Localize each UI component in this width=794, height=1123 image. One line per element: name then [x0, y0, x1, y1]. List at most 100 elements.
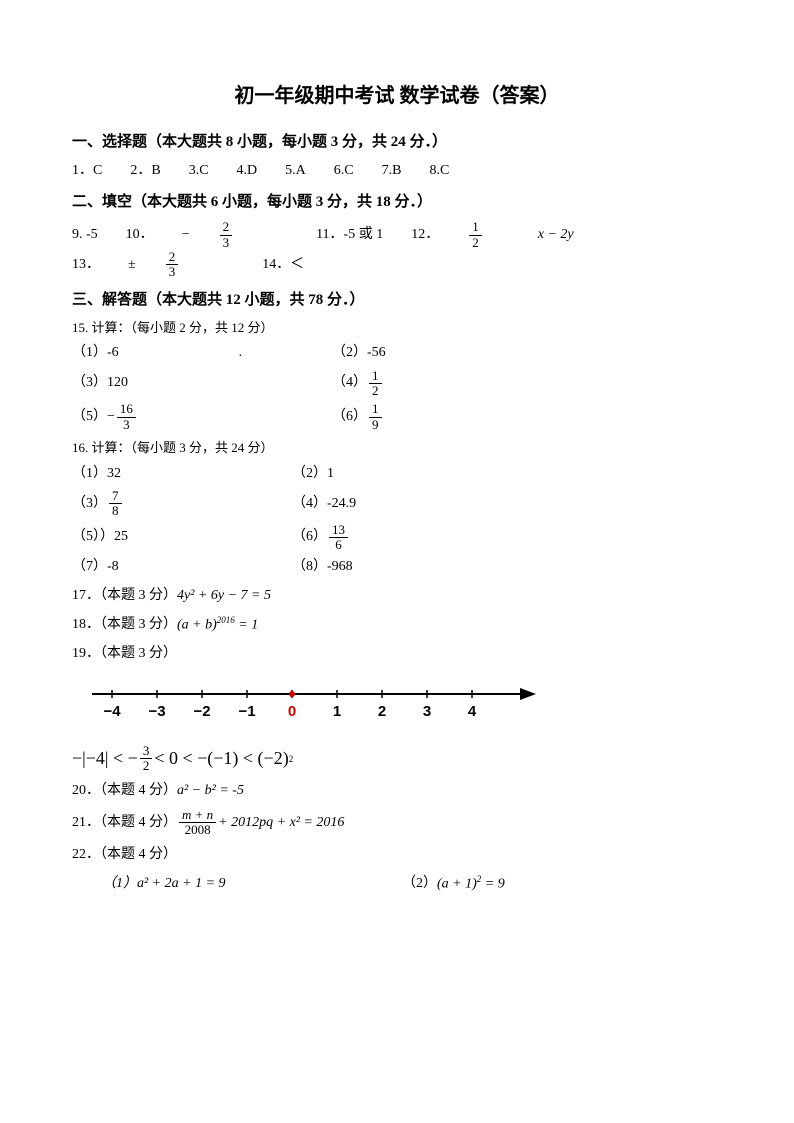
q15-a1: （1）-6 [72, 342, 119, 364]
ans-13-prefix: 13． [72, 254, 100, 276]
q19-chain-l: −|−4| < − [72, 744, 138, 773]
q16-row4: （7）-8 （8）-968 [72, 556, 722, 578]
q21: 21．（本题 4 分） m + n 2008 + 2012pq + x² = 2… [72, 808, 722, 838]
frac-den: 3 [220, 236, 233, 250]
q16-a5: （5））25 [72, 526, 128, 548]
q16-row3: （5））25 （6） 13 6 [72, 523, 722, 553]
frac-num: 1 [469, 220, 482, 235]
q22-a2-prefix: （2） [402, 873, 437, 895]
q19: 19．（本题 3 分） [72, 643, 722, 665]
q20-expr: a² − b² = -5 [177, 780, 244, 802]
svg-text:−1: −1 [238, 703, 255, 720]
q22-a2-tail: = 9 [481, 877, 504, 892]
ans-7: 7.B [382, 160, 402, 182]
frac-den: 6 [332, 538, 345, 552]
ans-14: 14．＜ [262, 254, 304, 276]
q18-tail: = 1 [235, 618, 258, 633]
q16-a4: （4）-24.9 [292, 493, 356, 515]
frac-num: 1 [369, 369, 382, 384]
q19-chain-frac: 3 2 [140, 744, 153, 774]
q22-row: （1）a² + 2a + 1 = 9 （2） (a + 1)2 = 9 [102, 872, 722, 896]
q15-a2: （2）-56 [332, 342, 386, 364]
q15-row3: （5） − 16 3 （6） 1 9 [72, 402, 722, 432]
ans-9: 9. -5 [72, 224, 98, 246]
q17: 17．（本题 3 分） 4y² + 6y − 7 = 5 [72, 585, 722, 607]
q16-a2: （2）1 [292, 463, 334, 485]
q15-a5-sign: − [107, 406, 115, 428]
q22: 22．（本题 4 分） [72, 844, 722, 866]
ans-10-frac: 2 3 [220, 220, 261, 250]
q22-a2: (a + 1)2 = 9 [437, 872, 505, 896]
page-title: 初一年级期中考试 数学试卷（答案） [72, 80, 722, 112]
q21-rest: + 2012pq + x² = 2016 [218, 812, 344, 834]
section2-answers: 9. -5 10． − 2 3 11．-5 或 1 12． 1 2 x − 2y… [72, 220, 722, 279]
q16-row1: （1）32 （2）1 [72, 463, 722, 485]
ans-10: 10． − 2 3 [126, 220, 288, 250]
frac-den: 2 [140, 759, 153, 773]
ans-1: 1．C [72, 160, 102, 182]
ans-3: 3.C [189, 160, 209, 182]
frac-num: 7 [109, 489, 122, 504]
q20: 20．（本题 4 分） a² − b² = -5 [72, 780, 722, 802]
frac-den: 3 [120, 418, 133, 432]
q16-a6-frac: 13 6 [329, 523, 348, 553]
frac-den: 9 [369, 418, 382, 432]
q16-a8: （8）-968 [292, 556, 353, 578]
svg-text:1: 1 [333, 703, 341, 720]
frac-num: 1 [369, 402, 382, 417]
svg-text:−3: −3 [148, 703, 165, 720]
q16-a3-prefix: （3） [72, 493, 107, 515]
frac-den: 2 [469, 236, 482, 250]
svg-text:−4: −4 [103, 703, 121, 720]
frac-num: m + n [179, 808, 216, 823]
q15-a4-frac: 1 2 [369, 369, 382, 399]
frac-den: 8 [109, 504, 122, 518]
section1-heading: 一、选择题（本大题共 8 小题，每小题 3 分，共 24 分．） [72, 130, 722, 154]
ans-13: 13． ± 2 3 [72, 250, 234, 280]
q18-base: (a + b) [177, 618, 217, 633]
q18-prefix: 18．（本题 3 分） [72, 614, 177, 636]
q22-a1: （1）a² + 2a + 1 = 9 [102, 873, 226, 895]
q16-a7: （7）-8 [72, 556, 119, 578]
q15-a6-prefix: （6） [332, 406, 367, 428]
q15-a5-prefix: （5） [72, 406, 107, 428]
q17-prefix: 17．（本题 3 分） [72, 585, 177, 607]
section3-heading: 三、解答题（本大题共 12 小题，共 78 分．） [72, 288, 722, 312]
q21-prefix: 21．（本题 4 分） [72, 812, 177, 834]
q16-note: 16. 计算：（每小题 3 分，共 24 分） [72, 438, 722, 459]
q17-expr: 4y² + 6y − 7 = 5 [177, 585, 271, 607]
ans-12-prefix: 12． [411, 224, 439, 246]
q15-a3: （3）120 [72, 372, 128, 394]
frac-num: 13 [329, 523, 348, 538]
ans-11: 11．-5 或 1 [316, 224, 383, 246]
q15-a6-frac: 1 9 [369, 402, 382, 432]
ans-10-sign: − [182, 224, 190, 246]
q15-note: 15. 计算：（每小题 2 分，共 12 分） [72, 318, 722, 339]
q20-prefix: 20．（本题 4 分） [72, 780, 177, 802]
q22-a2-base: (a + 1) [437, 877, 477, 892]
ans-12-rest: x − 2y [538, 224, 574, 246]
q19-chain: −|−4| < − 3 2 < 0 < −(−1) < (−2)2 [72, 744, 722, 774]
q19-chain-exp: 2 [289, 752, 294, 766]
ans-12-frac: 1 2 [469, 220, 510, 250]
q19-chain-m: < 0 < −(−1) < (−2) [154, 744, 288, 773]
q16-a6-prefix: （6） [292, 526, 327, 548]
svg-text:−2: −2 [193, 703, 210, 720]
section1-answers: 1．C 2．B 3.C 4.D 5.A 6.C 7.B 8.C [72, 160, 722, 182]
svg-text:0: 0 [288, 703, 296, 720]
frac-den: 2 [369, 384, 382, 398]
svg-text:2: 2 [378, 703, 386, 720]
ans-13-frac: 2 3 [166, 250, 207, 280]
q15-row1: （1）-6. （2）-56 [72, 342, 722, 364]
ans-5: 5.A [285, 160, 306, 182]
q16-a3-frac: 7 8 [109, 489, 122, 519]
q16-row2: （3） 7 8 （4）-24.9 [72, 489, 722, 519]
q18: 18．（本题 3 分） (a + b)2016 = 1 [72, 613, 722, 637]
frac-num: 16 [117, 402, 136, 417]
ans-6: 6.C [334, 160, 354, 182]
section2-heading: 二、填空（本大题共 6 小题，每小题 3 分，共 18 分．） [72, 190, 722, 214]
page: 初一年级期中考试 数学试卷（答案） 一、选择题（本大题共 8 小题，每小题 3 … [0, 0, 794, 960]
frac-num: 3 [140, 744, 153, 759]
ans-13-sign: ± [128, 254, 136, 276]
svg-text:4: 4 [468, 703, 477, 720]
